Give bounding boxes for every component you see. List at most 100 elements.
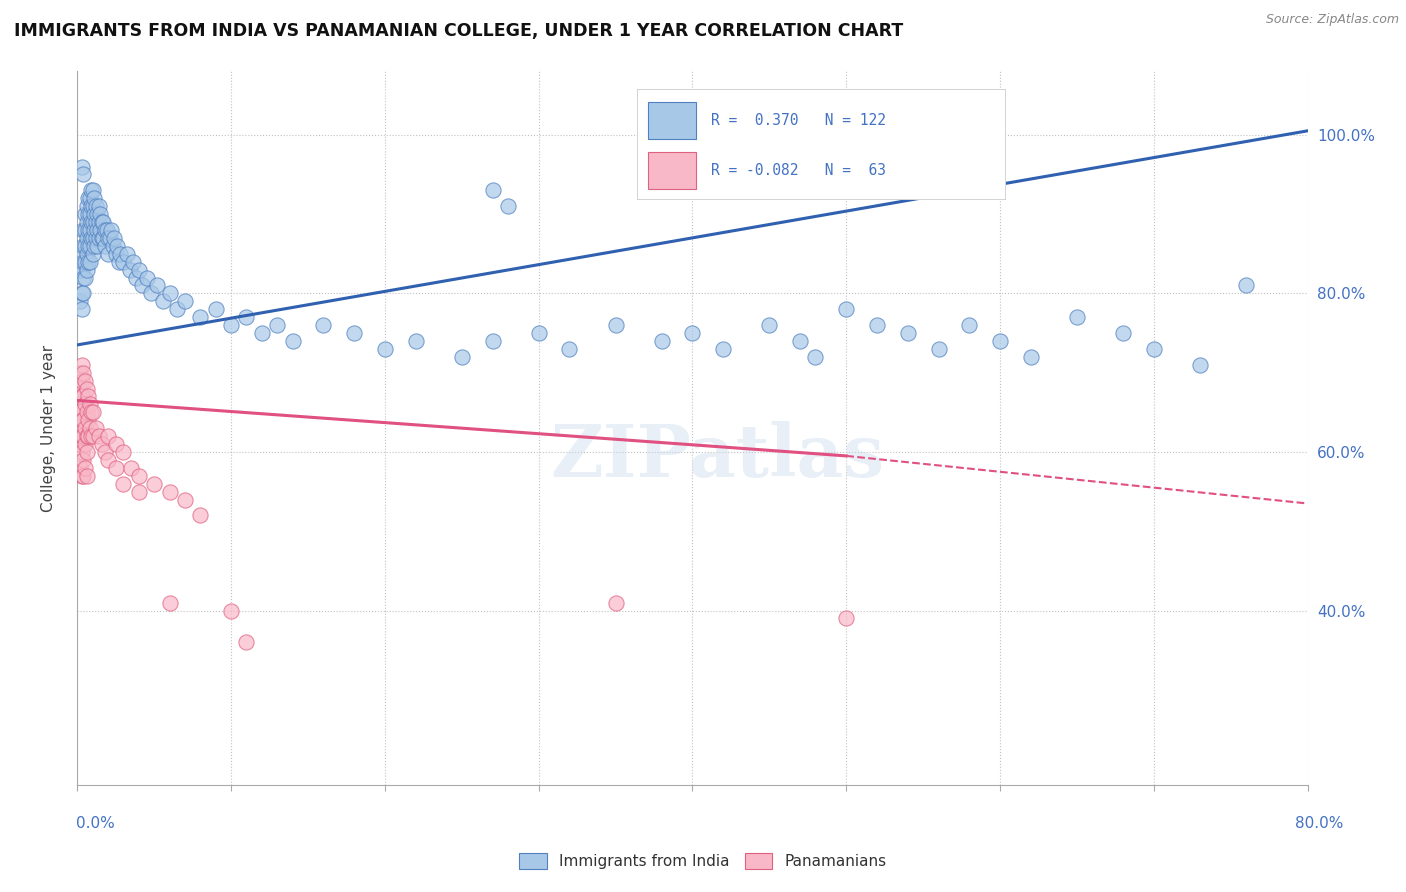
Point [70, 302, 93, 317]
Point [76, 468, 98, 483]
Point [69, 382, 91, 396]
Text: 80.0%: 80.0% [1295, 816, 1343, 831]
Point [103, 231, 125, 245]
Point [72, 254, 94, 268]
Point [83, 207, 105, 221]
Legend: Immigrants from India, Panamanians: Immigrants from India, Panamanians [513, 847, 893, 875]
Point [711, 342, 734, 356]
Point [76, 262, 98, 277]
Point [1066, 310, 1088, 325]
Point [73, 374, 96, 388]
Point [651, 334, 673, 348]
Point [70, 445, 93, 459]
Point [128, 484, 150, 499]
Point [93, 215, 115, 229]
Point [121, 254, 143, 268]
Point [125, 270, 148, 285]
Point [108, 254, 131, 268]
Point [87, 199, 110, 213]
Point [79, 421, 101, 435]
Point [281, 334, 304, 348]
Point [90, 215, 114, 229]
Point [104, 437, 127, 451]
Point [159, 484, 181, 499]
Point [77, 207, 100, 221]
Point [250, 326, 273, 340]
Point [70, 286, 93, 301]
Point [83, 223, 105, 237]
Point [104, 460, 127, 475]
Point [72, 429, 94, 443]
Point [82, 405, 104, 419]
Point [76, 445, 98, 459]
Point [1234, 278, 1257, 293]
Point [90, 231, 114, 245]
Point [90, 437, 114, 451]
Point [76, 246, 98, 260]
Point [120, 460, 142, 475]
Point [188, 310, 212, 325]
Point [70, 358, 93, 372]
Point [988, 334, 1011, 348]
Point [69, 437, 91, 451]
Point [86, 223, 108, 237]
Point [73, 223, 96, 237]
Point [80, 183, 103, 197]
Point [86, 207, 108, 221]
Point [1112, 326, 1135, 340]
Point [72, 239, 94, 253]
Point [174, 294, 197, 309]
Point [83, 191, 105, 205]
Point [496, 199, 519, 213]
Point [152, 294, 174, 309]
Point [86, 239, 108, 253]
Point [80, 215, 103, 229]
Point [89, 223, 111, 237]
Point [72, 168, 94, 182]
Point [77, 223, 100, 237]
Point [174, 492, 197, 507]
Point [112, 445, 135, 459]
Point [758, 318, 780, 332]
Point [73, 437, 96, 451]
Point [69, 405, 91, 419]
Point [67, 405, 90, 419]
Point [105, 239, 128, 253]
Point [72, 468, 94, 483]
Point [374, 342, 396, 356]
Text: Source: ZipAtlas.com: Source: ZipAtlas.com [1265, 13, 1399, 27]
Point [104, 246, 127, 260]
Point [605, 596, 627, 610]
Point [789, 334, 811, 348]
Point [79, 397, 101, 411]
Point [80, 199, 103, 213]
Point [79, 223, 101, 237]
Point [804, 350, 827, 364]
Point [70, 374, 93, 388]
Point [135, 270, 157, 285]
Point [204, 302, 226, 317]
Point [79, 254, 101, 268]
Point [558, 342, 581, 356]
Point [682, 326, 704, 340]
Point [481, 183, 503, 197]
Y-axis label: College, Under 1 year: College, Under 1 year [42, 344, 56, 512]
Point [72, 413, 94, 427]
Point [73, 421, 96, 435]
Point [1019, 350, 1042, 364]
Point [69, 262, 91, 277]
Point [72, 366, 94, 380]
Point [100, 223, 122, 237]
Point [82, 215, 104, 229]
Point [94, 445, 117, 459]
Point [77, 239, 100, 253]
Point [1143, 342, 1166, 356]
Point [70, 262, 93, 277]
Point [312, 318, 335, 332]
Point [76, 382, 98, 396]
Point [84, 231, 107, 245]
Text: ZIPatlas: ZIPatlas [550, 421, 884, 492]
Point [70, 413, 93, 427]
Point [115, 246, 138, 260]
Point [97, 231, 120, 245]
